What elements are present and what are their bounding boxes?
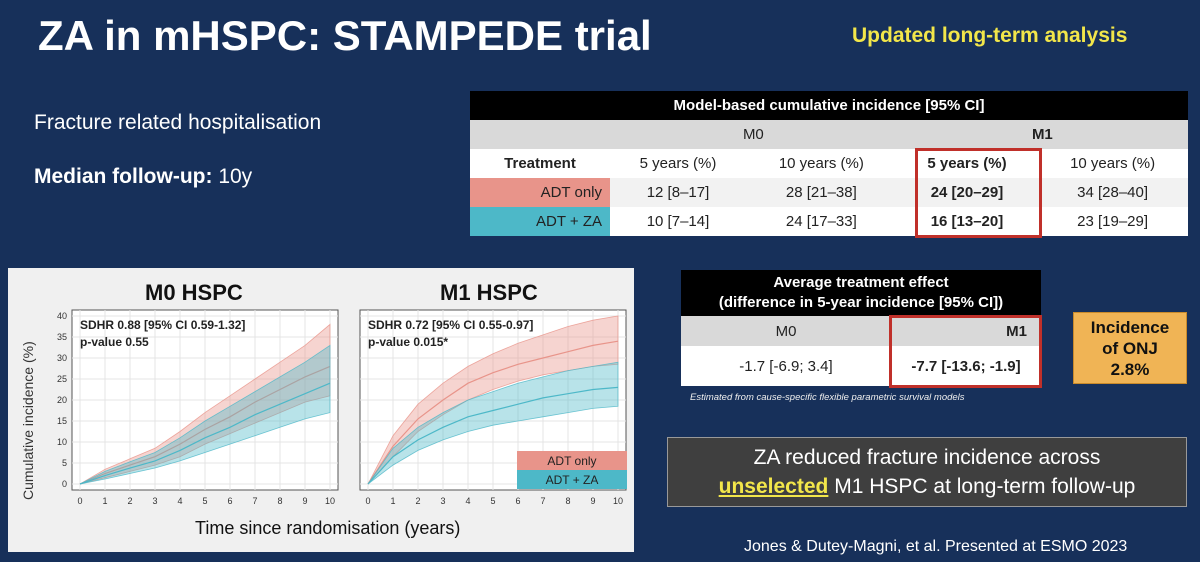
- legend-adt-only: [517, 451, 627, 470]
- y-tick-label: 20: [57, 395, 67, 405]
- x-tick-label: 7: [540, 496, 545, 506]
- followup-value: 10y: [218, 165, 253, 188]
- band-adt-only: [367, 315, 619, 485]
- band-adt-za: [367, 361, 619, 485]
- line-adt-za: [367, 386, 619, 485]
- y-tick-label: 25: [57, 374, 67, 384]
- legend-label: ADT + ZA: [546, 473, 599, 487]
- x-axis-label: Time since randomisation (years): [195, 518, 461, 538]
- col-header: 10 years (%): [745, 149, 897, 178]
- stats-line1: SDHR 0.88 [95% CI 0.59-1.32]: [80, 318, 245, 332]
- y-tick-label: 40: [57, 311, 67, 321]
- effect-header-line2: (difference in 5-year incidence [95% CI]…: [718, 294, 1004, 311]
- effect-header-line1: Average treatment effect: [773, 274, 949, 291]
- conclusion-line2: unselected M1 HSPC at long-term follow-u…: [668, 472, 1186, 501]
- incidence-table-header: Model-based cumulative incidence [95% CI…: [470, 91, 1188, 120]
- legend-label: ADT only: [547, 454, 596, 468]
- x-tick-label: 3: [152, 496, 157, 506]
- group-m1: M1: [896, 120, 1188, 149]
- effect-value-m0: -1.7 [-6.9; 3.4]: [681, 346, 891, 386]
- y-tick-label: 5: [62, 458, 67, 468]
- legend-adt-za: [517, 470, 627, 489]
- y-tick-label: 15: [57, 416, 67, 426]
- col-header: 5 years (%): [610, 149, 746, 178]
- x-tick-label: 4: [465, 496, 470, 506]
- slide-subtitle: Updated long-term analysis: [852, 24, 1128, 47]
- citation: Jones & Dutey-Magni, et al. Presented at…: [744, 538, 1128, 555]
- x-tick-label: 1: [390, 496, 395, 506]
- followup-text: Median follow-up: 10y: [34, 165, 252, 189]
- onj-line3: 2.8%: [1110, 360, 1150, 379]
- table-cell: 34 [28–40]: [1037, 178, 1188, 207]
- x-tick-label: 2: [415, 496, 420, 506]
- table-cell: 24 [20–29]: [896, 178, 1038, 207]
- col-header: 5 years (%): [896, 149, 1038, 178]
- y-tick-label: 0: [62, 479, 67, 489]
- group-spacer: [470, 120, 610, 149]
- x-tick-label: 7: [252, 496, 257, 506]
- table-cell: 16 [13–20]: [896, 207, 1038, 236]
- onj-box: Incidence of ONJ 2.8%: [1073, 312, 1187, 384]
- x-tick-label: 0: [365, 496, 370, 506]
- line-adt-only: [79, 365, 331, 485]
- effect-table-header: Average treatment effect (difference in 5…: [681, 270, 1041, 316]
- effect-table: Average treatment effect (difference in 5…: [681, 270, 1041, 386]
- effect-note: Estimated from cause-specific flexible p…: [690, 392, 965, 403]
- effect-group-m1: M1: [891, 316, 1041, 346]
- x-tick-label: 9: [302, 496, 307, 506]
- x-tick-label: 3: [440, 496, 445, 506]
- chart-title-m1: M1 HSPC: [440, 280, 538, 305]
- chart-title-m0: M0 HSPC: [145, 280, 243, 305]
- effect-value-m1: -7.7 [-13.6; -1.9]: [891, 346, 1041, 386]
- conclusion-box: ZA reduced fracture incidence across uns…: [667, 437, 1187, 507]
- y-tick-label: 35: [57, 332, 67, 342]
- x-tick-label: 9: [590, 496, 595, 506]
- table-cell: 23 [19–29]: [1037, 207, 1188, 236]
- table-cell: 12 [8–17]: [610, 178, 746, 207]
- col-header: 10 years (%): [1037, 149, 1188, 178]
- x-tick-label: 5: [202, 496, 207, 506]
- col-header-treatment: Treatment: [470, 149, 610, 178]
- onj-line1: Incidence: [1090, 318, 1170, 337]
- km-chart-panel: M0 HSPC M1 HSPC Cumulative incidence (%)…: [8, 268, 634, 552]
- x-tick-label: 0: [77, 496, 82, 506]
- conclusion-rest: M1 HSPC at long-term follow-up: [828, 475, 1136, 498]
- x-tick-label: 5: [490, 496, 495, 506]
- band-adt-za: [79, 344, 331, 485]
- x-tick-label: 8: [277, 496, 282, 506]
- group-m0: M0: [610, 120, 897, 149]
- x-tick-label: 6: [515, 496, 520, 506]
- y-tick-label: 30: [57, 353, 67, 363]
- stats-line2: p-value 0.55: [80, 335, 149, 349]
- x-tick-label: 10: [613, 496, 623, 506]
- row-label-adt: ADT only: [470, 178, 610, 207]
- line-adt-only: [367, 340, 619, 485]
- highlight-box-m1-effect: [889, 315, 1042, 388]
- x-tick-label: 1: [102, 496, 107, 506]
- incidence-table: Model-based cumulative incidence [95% CI…: [470, 91, 1188, 236]
- x-tick-label: 8: [565, 496, 570, 506]
- conclusion-highlight: unselected: [718, 475, 829, 498]
- effect-group-m0: M0: [681, 316, 891, 346]
- onj-line2: of ONJ: [1102, 339, 1158, 358]
- table-cell: 24 [17–33]: [745, 207, 897, 236]
- row-label-za: ADT + ZA: [470, 207, 610, 236]
- x-tick-label: 10: [325, 496, 335, 506]
- stats-line1: SDHR 0.72 [95% CI 0.55-0.97]: [368, 318, 533, 332]
- stats-line2: p-value 0.015*: [368, 335, 448, 349]
- outcome-label: Fracture related hospitalisation: [34, 111, 322, 134]
- line-adt-za: [79, 382, 331, 485]
- y-tick-label: 10: [57, 437, 67, 447]
- followup-label: Median follow-up:: [34, 165, 213, 188]
- x-tick-label: 6: [227, 496, 232, 506]
- x-tick-label: 2: [127, 496, 132, 506]
- table-cell: 10 [7–14]: [610, 207, 746, 236]
- conclusion-line1: ZA reduced fracture incidence across: [753, 446, 1101, 469]
- x-tick-label: 4: [177, 496, 182, 506]
- highlight-box-m1-5y: [915, 148, 1042, 238]
- table-cell: 28 [21–38]: [745, 178, 897, 207]
- slide-title: ZA in mHSPC: STAMPEDE trial: [38, 12, 652, 59]
